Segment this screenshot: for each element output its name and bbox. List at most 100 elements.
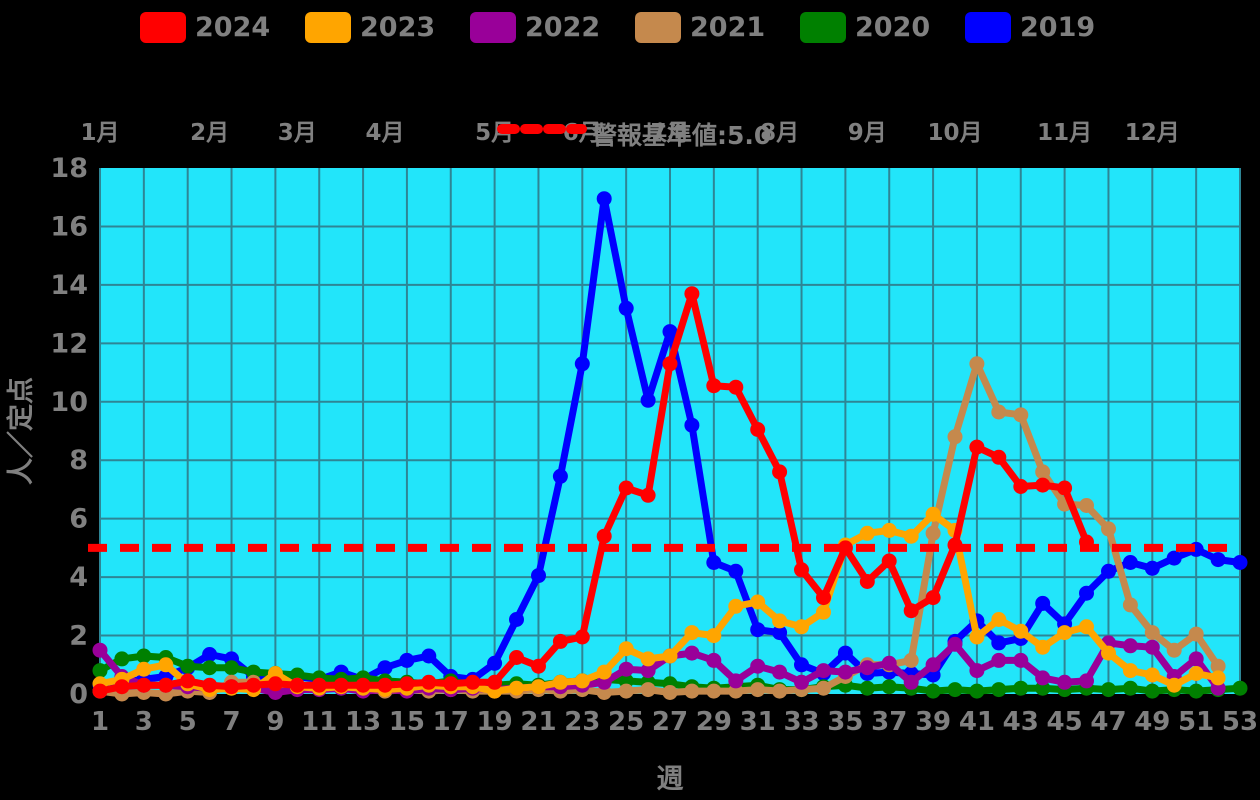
series-2020-point [136,648,152,664]
series-2024-point [881,553,897,569]
series-2023-point [1101,645,1116,661]
legend-swatch-2019 [965,12,1011,43]
series-2019-point [1101,563,1116,579]
legend-swatch-2020 [800,12,846,43]
series-2024-point [903,603,919,619]
series-2023-point [969,629,985,645]
legend-swatch-2023 [305,12,351,43]
grid-lines-group [99,168,1241,694]
series-2024-point [311,677,327,693]
legend-item-2024: 2024 [140,12,270,43]
series-line-2023 [96,510,1222,695]
x-axis-title: 週 [657,764,684,795]
series-2024-point [925,590,941,606]
series-line-2022 [96,639,1222,696]
x-tick-label-35: 35 [827,707,863,737]
x-tick-label-37: 37 [871,707,907,737]
series-2024-point [246,677,261,693]
month-label-10月: 10月 [927,120,982,146]
series-2023-point [684,625,700,641]
series-2020-point [991,682,1007,698]
series-2022-point [816,663,831,679]
series-2020-point [1122,680,1138,696]
series-2020-point [1013,680,1029,696]
series-2019-point [772,625,788,641]
series-2022-point [1013,652,1029,668]
series-2019-point [487,655,503,671]
y-tick-label-6: 6 [69,504,88,535]
series-2019-point [618,300,634,316]
series-2021-point [1210,658,1226,674]
series-2023-point [136,661,152,677]
series-2019-point [1035,595,1051,611]
x-tick-label-33: 33 [783,707,819,737]
series-2023-point [1079,619,1094,635]
y-tick-label-0: 0 [69,679,88,710]
series-2023-point [267,666,283,681]
series-2023-point [509,680,524,696]
x-tick-label-1: 1 [91,707,109,737]
series-2019-point [706,555,722,570]
series-2019-point [399,652,415,668]
series-2020-point [92,663,108,679]
series-2024-point [333,677,349,693]
series-2024-point [794,562,809,578]
series-2019-point [421,648,437,664]
series-2021-point [1122,597,1138,613]
series-2024-point [224,679,239,695]
legend-item-2023: 2023 [305,12,435,43]
series-2019-point [991,635,1007,651]
series-2022-point [1210,680,1226,696]
series-2022-point [684,645,700,661]
x-tick-label-25: 25 [608,707,644,737]
series-2022-point [881,655,897,671]
series-2024-point [202,677,218,693]
x-tick-label-15: 15 [389,707,425,737]
series-2023-point [1188,666,1204,681]
series-2019-point [794,657,809,673]
series-2021-point [1013,407,1029,423]
series-2024-point [465,674,481,690]
series-2024-point [509,650,524,665]
series-2019-point [1122,555,1138,570]
series-2022-point [640,663,656,679]
x-tick-label-47: 47 [1090,707,1126,737]
series-2023-point [750,594,766,610]
legend-label-2019: 2019 [1020,12,1096,43]
series-2024-point [136,677,152,693]
series-2021-point [750,682,766,698]
series-2022-point [1144,639,1160,655]
legend-label-2022: 2022 [525,12,601,43]
x-tick-label-21: 21 [520,707,556,737]
series-2021-point [947,429,963,445]
y-tick-label-4: 4 [69,562,88,593]
series-2019-point [750,622,766,638]
series-2024-point [158,677,174,693]
series-2019-point [552,468,568,484]
series-2020-point [114,651,130,667]
month-label-7月: 7月 [650,120,689,146]
series-2023-point [158,657,174,673]
series-2020-point [1144,683,1160,699]
series-2023-point [574,673,590,689]
series-2024-point [552,633,568,649]
legend: 2024 2023 2022 2021 2020 2019 [0,0,1260,60]
series-2024-point [859,574,875,589]
series-2024-point [531,658,546,674]
series-2023-point [991,612,1007,627]
series-2024-point [377,677,393,693]
legend-label-2020: 2020 [855,12,931,43]
series-2023-point [1166,677,1182,693]
series-2021-point [706,683,722,699]
legend-swatch-2024 [140,12,186,43]
y-tick-label-8: 8 [69,445,88,476]
series-2024-point [706,378,722,394]
series-2021-point [925,525,941,541]
x-tick-label-13: 13 [345,707,381,737]
series-2023-point [706,628,722,644]
month-label-8月: 8月 [760,120,799,146]
series-2022-point [794,674,809,690]
series-2020-point [180,658,196,674]
series-2022-point [947,636,963,652]
